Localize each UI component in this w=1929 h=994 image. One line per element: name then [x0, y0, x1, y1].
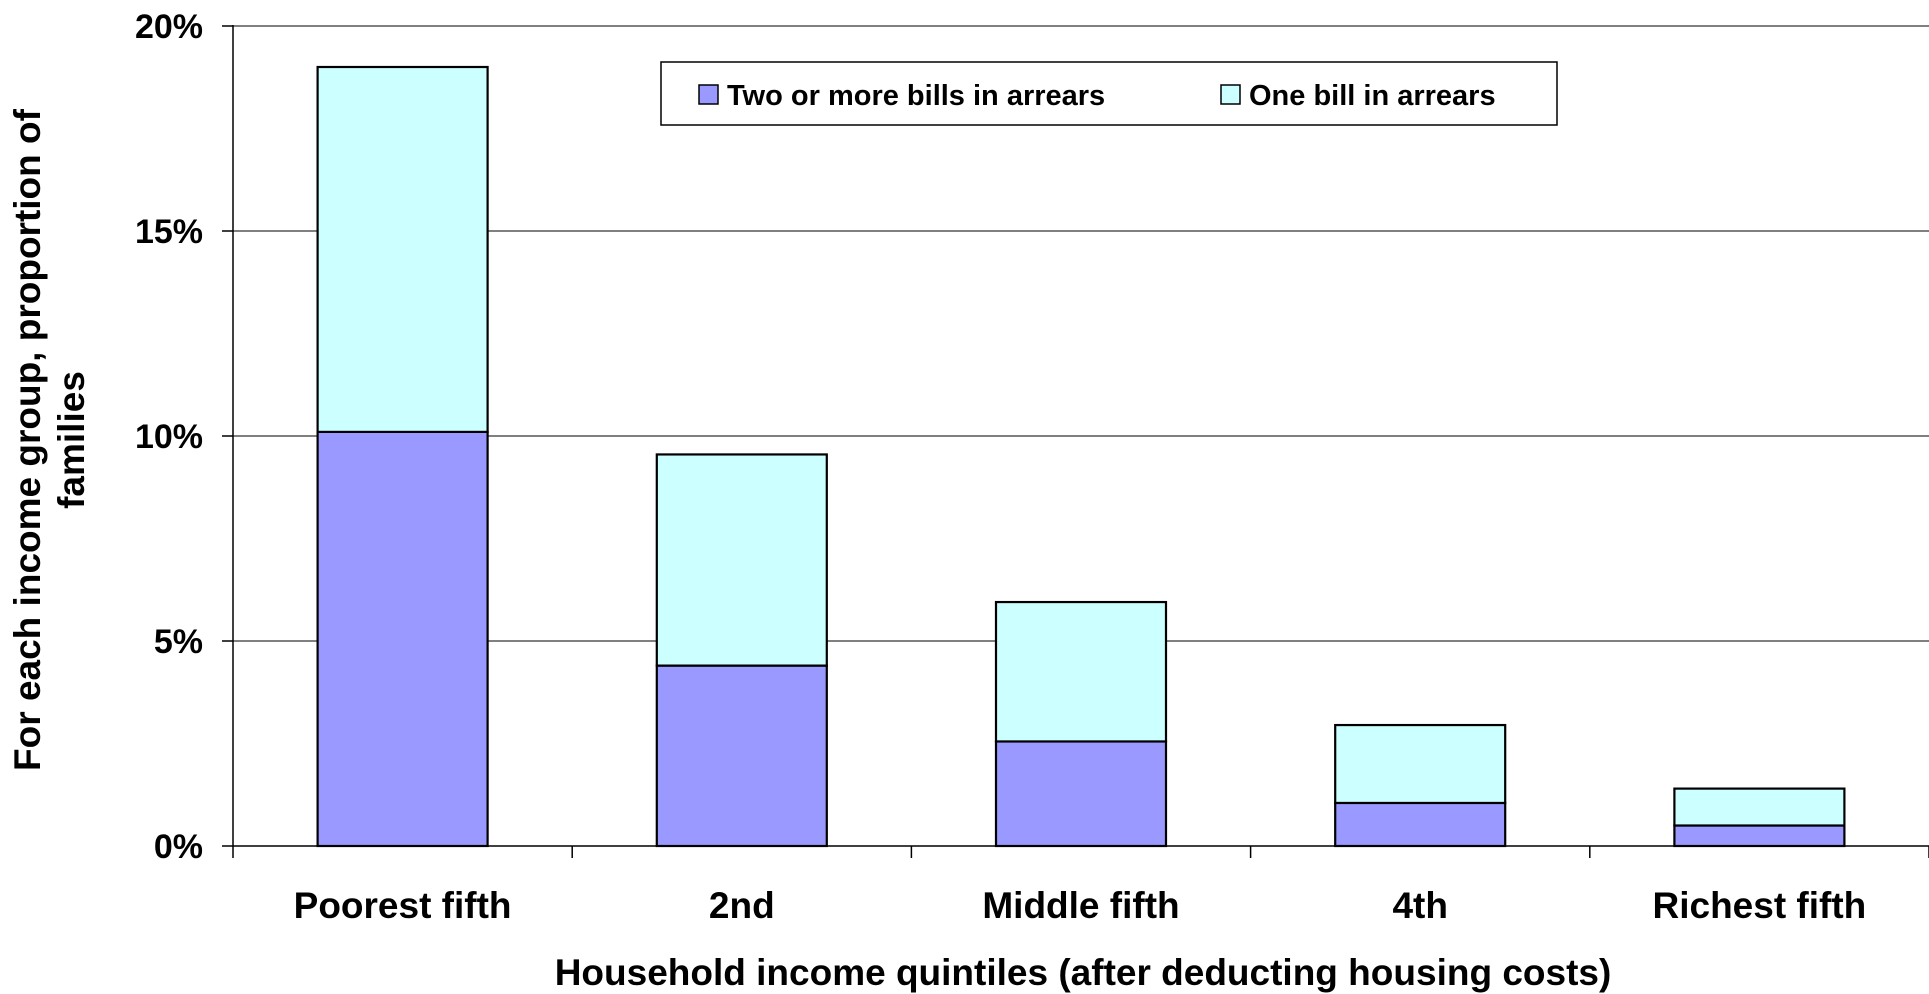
bar-segment: [316, 65, 489, 433]
y-tick-label: 10%: [135, 418, 203, 456]
legend: Two or more bills in arrears One bill in…: [660, 61, 1558, 126]
bar-segment: [994, 600, 1168, 743]
bar-segment: [1334, 723, 1507, 805]
y-tick-label: 0%: [154, 828, 203, 866]
y-tick-label: 5%: [154, 623, 203, 661]
y-axis-title-line-1: For each income group, proportion of: [7, 108, 48, 771]
y-axis-title: For each income group, proportion of fam…: [7, 108, 92, 771]
legend-label-two-or-more: Two or more bills in arrears: [727, 80, 1105, 112]
x-category-labels: Poorest fifth 2nd Middle fifth 4th Richest f…: [294, 885, 1867, 926]
legend-swatch-one-bill: [1220, 84, 1241, 105]
legend-label-one-bill: One bill in arrears: [1249, 80, 1496, 112]
x-category-label: 4th: [1392, 885, 1448, 926]
bar-segment: [1673, 787, 1846, 827]
bar-segment: [1673, 824, 1846, 848]
bar-segment: [655, 664, 828, 848]
bar-segment: [655, 453, 828, 667]
y-tick-labels: 0% 5% 10% 15% 20%: [135, 8, 203, 866]
x-category-label: Poorest fifth: [294, 885, 512, 926]
legend-box: [660, 61, 1558, 126]
x-category-label: Middle fifth: [982, 885, 1179, 926]
bar-segment: [994, 740, 1168, 848]
axes: [222, 25, 1929, 858]
y-tick-label: 15%: [135, 213, 203, 251]
y-tick-label: 20%: [135, 8, 203, 46]
bar-segment: [1334, 801, 1507, 848]
x-category-label: 2nd: [709, 885, 775, 926]
bar-segment: [316, 430, 489, 848]
legend-swatch-two-or-more: [698, 84, 719, 105]
x-category-label: Richest fifth: [1653, 885, 1867, 926]
x-axis-title: Household income quintiles (after deduct…: [555, 952, 1612, 993]
y-axis-title-line-2: families: [51, 371, 92, 509]
bars: [316, 65, 1846, 848]
